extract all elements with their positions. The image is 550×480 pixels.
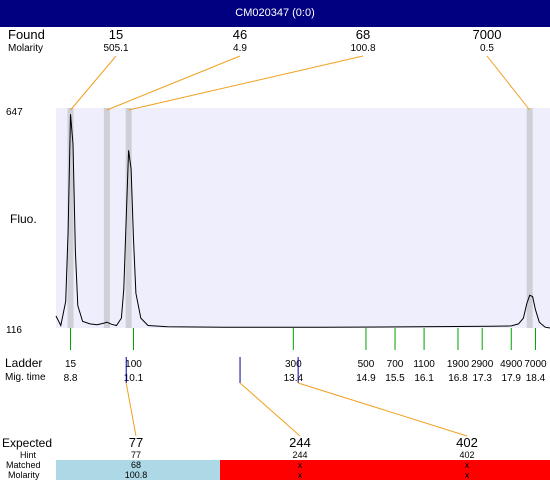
- ladder-label: Ladder: [5, 356, 42, 370]
- ladder-size: 1100: [413, 359, 435, 370]
- ladder-size: 4900: [500, 359, 523, 370]
- ladder-size: 700: [387, 359, 404, 370]
- expected-size: 244: [289, 435, 311, 450]
- molarity-bottom-label: Molarity: [8, 470, 40, 480]
- ladder-size: 500: [358, 359, 375, 370]
- ladder-mig-time: 8.8: [64, 373, 78, 384]
- found-peak-size: 46: [233, 27, 247, 42]
- found-peak-size: 15: [109, 27, 123, 42]
- ladder-mig-time: 17.3: [472, 373, 492, 384]
- ladder-mig-time: 15.5: [385, 373, 405, 384]
- ladder-mig-time: 18.4: [526, 373, 546, 384]
- fluorescence-trace: [55, 114, 550, 329]
- expected-matched: x: [465, 460, 470, 470]
- found-peak-molarity: 505.1: [103, 43, 128, 54]
- found-callout-line: [70, 55, 117, 111]
- found-peak-molarity: 0.5: [480, 43, 494, 54]
- found-callout-line: [486, 55, 531, 111]
- ladder-size: 2900: [471, 359, 494, 370]
- expected-label: Expected: [2, 436, 52, 450]
- matched-label: Matched: [6, 460, 41, 470]
- found-label: Found: [8, 27, 45, 42]
- expected-connector-line: [239, 382, 301, 437]
- ladder-mig-time: 17.9: [502, 373, 522, 384]
- matched-ok-bar: [56, 460, 220, 480]
- expected-molarity: 100.8: [125, 470, 148, 480]
- ladder-size: 300: [285, 359, 302, 370]
- y-tick-label: 116: [6, 325, 22, 336]
- ladder-mig-time: 10.1: [124, 373, 144, 384]
- expected-hint: 77: [131, 450, 141, 460]
- expected-hint: 402: [459, 450, 474, 460]
- found-callout-line: [128, 55, 364, 111]
- peak-highlight-bands: [67, 108, 533, 328]
- molarity-label: Molarity: [8, 43, 43, 54]
- expected-molarity: x: [465, 470, 470, 480]
- ladder-size: 15: [65, 359, 77, 370]
- ladder-mig-time: 13.4: [284, 373, 304, 384]
- ladder-mig-time: 14.9: [356, 373, 376, 384]
- ladder-mig-time: 16.1: [414, 373, 434, 384]
- expected-hint: 244: [292, 450, 307, 460]
- matched-fail-bar: [220, 460, 550, 480]
- expected-matched: x: [298, 460, 303, 470]
- found-peak-size: 68: [356, 27, 370, 42]
- y-axis-label: Fluo.: [10, 212, 37, 226]
- ladder-size: 100: [125, 359, 142, 370]
- peak-band: [526, 108, 533, 328]
- expected-size: 402: [456, 435, 478, 450]
- peak-band: [125, 108, 132, 328]
- ladder-size: 1900: [447, 359, 470, 370]
- peak-band: [67, 108, 74, 328]
- ladder-ticks: 15 8.8 100 10.1 300 13.4 500 14.9 700 15.5 1100 16.…: [64, 328, 547, 384]
- hint-label: Hint: [20, 450, 37, 460]
- plot-area: [56, 108, 550, 328]
- y-tick-label: 647: [6, 107, 23, 118]
- found-peak-size: 7000: [473, 27, 502, 42]
- expected-molarity: x: [298, 470, 303, 480]
- window-title: CM020347 (0:0): [0, 0, 550, 27]
- mig-time-label: Mig. time: [5, 372, 46, 383]
- ladder-mig-time: 16.8: [448, 373, 468, 384]
- expected-connector-line: [298, 382, 468, 437]
- expected-size: 77: [129, 435, 143, 450]
- expected-connector-line: [125, 382, 137, 437]
- found-peak-callouts: [70, 55, 531, 111]
- found-peak-molarity: 100.8: [350, 43, 375, 54]
- expected-matched: 68: [131, 460, 141, 470]
- ladder-size: 7000: [524, 359, 547, 370]
- found-peak-molarity: 4.9: [233, 43, 247, 54]
- peak-band: [103, 108, 110, 328]
- found-callout-line: [106, 55, 241, 111]
